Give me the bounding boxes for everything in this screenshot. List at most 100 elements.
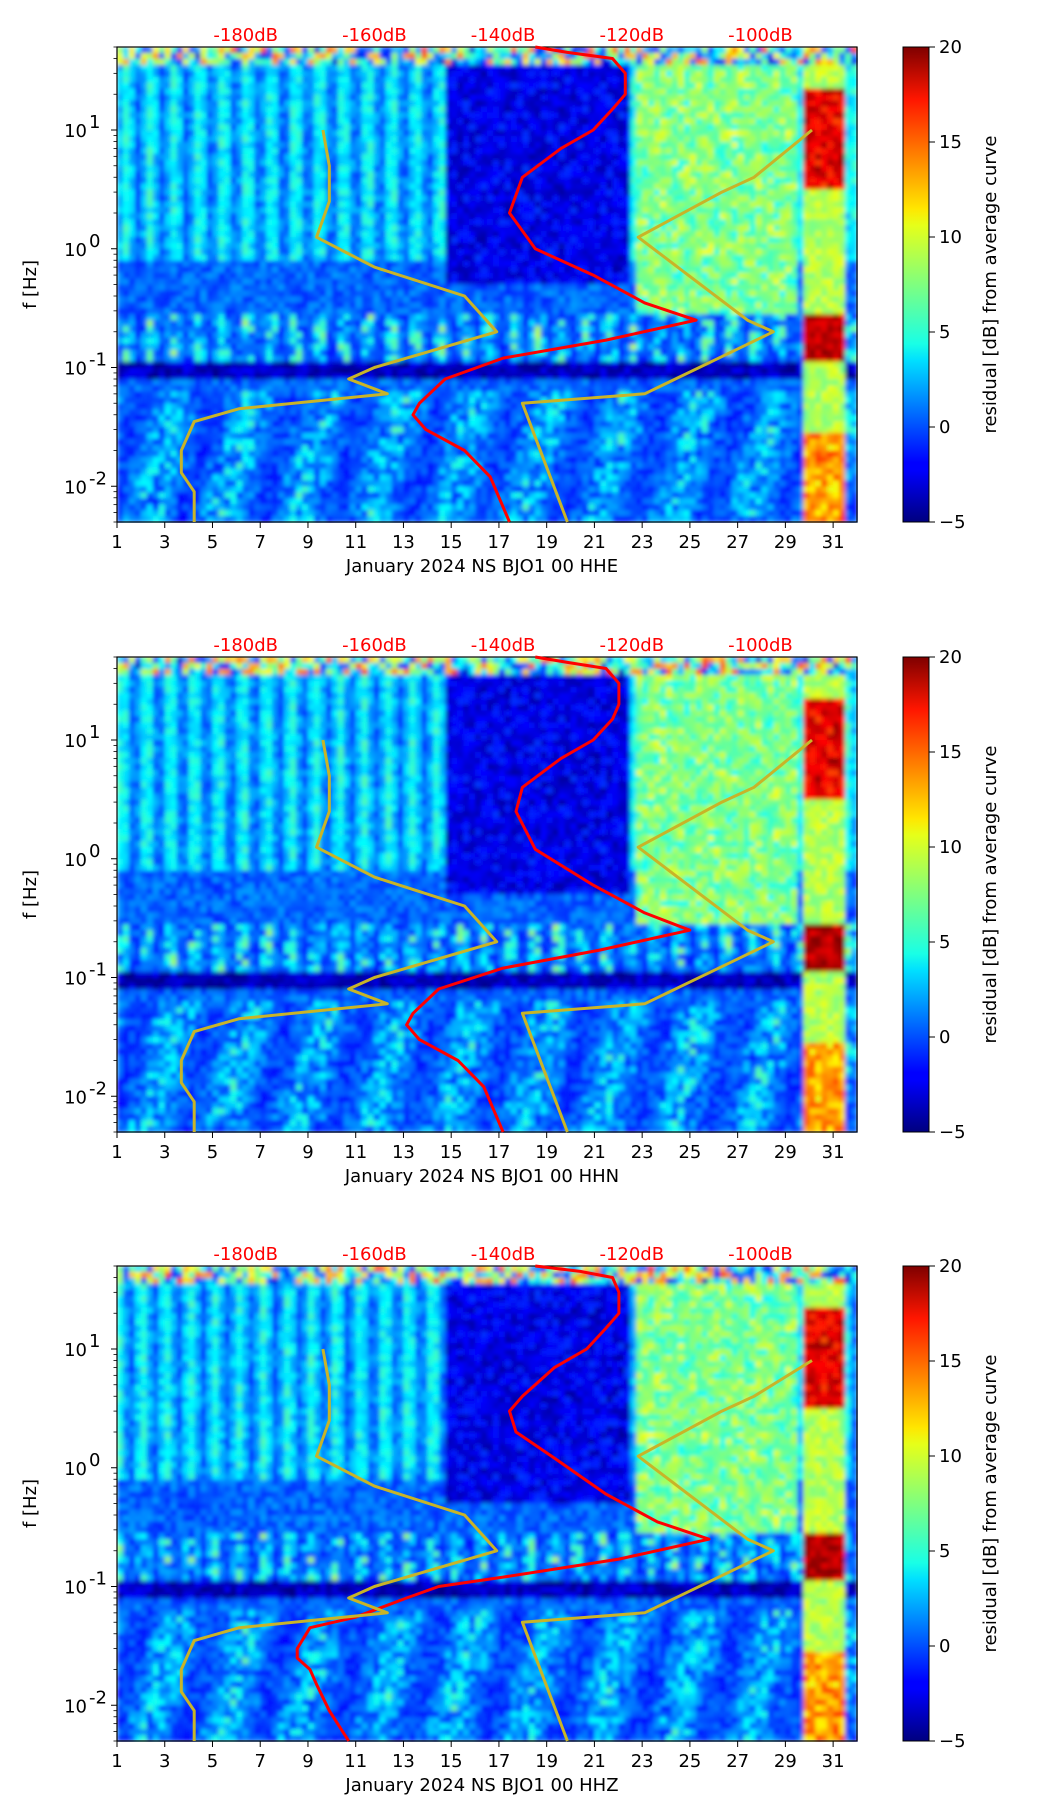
y-axis-label: f [Hz] [20,260,41,309]
x-tick-label: 25 [678,1751,701,1772]
spectrogram-image [117,1266,858,1742]
y-axis-label: f [Hz] [20,870,41,919]
colorbar-tick-label: 10 [939,1446,962,1467]
x-tick-label: 21 [583,1751,606,1772]
x-tick-label: 9 [302,1142,313,1163]
x-tick-label: 31 [822,1142,845,1163]
y-tick-exponent: -2 [89,468,107,489]
y-tick-label: 10 [64,731,87,752]
x-tick-label: 23 [631,1142,654,1163]
x-tick-label: 13 [392,532,415,553]
colorbar-tick-label: 20 [939,647,962,668]
x-tick-label: 11 [344,1751,367,1772]
x-axis-label: January 2024 NS BJO1 00 HHN [344,1166,619,1187]
colorbar-tick-label: 0 [939,417,950,438]
x-tick-label: 3 [159,1751,170,1772]
x-tick-label: 21 [583,532,606,553]
top-db-label: -120dB [599,25,664,46]
x-tick-label: 25 [678,1142,701,1163]
y-tick-exponent: -1 [89,350,107,371]
panel-hhe: 1 3 5 7 9 11 13 15 17 19 21 23 25 27 29 31-180dB -160dB -… [20,25,1001,577]
x-tick-label: 5 [207,532,218,553]
top-db-label: -100dB [728,635,793,656]
colorbar-tick-label: 0 [939,1636,950,1657]
y-tick-exponent: -1 [89,1569,107,1590]
colorbar-tick-label: 10 [939,837,962,858]
y-tick-label: 10 [64,1696,87,1717]
x-tick-label: 27 [726,1751,749,1772]
x-tick-label: 17 [487,532,510,553]
colorbar-tick-label: 15 [939,1351,962,1372]
x-tick-label: 7 [254,1142,265,1163]
x-tick-label: 5 [207,1751,218,1772]
y-tick-label: 10 [64,1340,87,1361]
colorbar-label: residual [dB] from average curve [980,135,1001,433]
x-tick-label: 3 [159,1142,170,1163]
x-axis-label: January 2024 NS BJO1 00 HHE [345,556,618,577]
spectrogram-image [117,657,858,1133]
colorbar-label: residual [dB] from average curve [980,1354,1001,1652]
y-tick-exponent: 0 [89,841,100,862]
colorbar-tick-label: 10 [939,227,962,248]
top-db-label: -120dB [599,635,664,656]
x-tick-label: 11 [344,1142,367,1163]
x-tick-label: 1 [111,532,122,553]
colorbar-tick-label: 5 [939,932,950,953]
top-db-label: -180dB [213,635,278,656]
x-tick-label: 25 [678,532,701,553]
y-tick-label: 10 [64,850,87,871]
x-tick-label: 13 [392,1142,415,1163]
colorbar-tick-label: −5 [939,1122,966,1143]
colorbar-label: residual [dB] from average curve [980,745,1001,1043]
x-tick-label: 15 [440,532,463,553]
x-tick-label: 15 [440,1751,463,1772]
y-tick-exponent: -2 [89,1687,107,1708]
colorbar-tick-label: 15 [939,132,962,153]
colorbar-tick-label: 0 [939,1027,950,1048]
x-tick-label: 23 [631,1751,654,1772]
x-tick-label: 1 [111,1142,122,1163]
x-tick-label: 5 [207,1142,218,1163]
top-db-label: -140dB [471,635,536,656]
colorbar-tick-label: 20 [939,37,962,58]
y-tick-label: 10 [64,477,87,498]
top-db-label: -160dB [342,635,407,656]
y-tick-label: 10 [64,1578,87,1599]
top-db-label: -160dB [342,25,407,46]
y-tick-exponent: -1 [89,960,107,981]
x-tick-label: 9 [302,532,313,553]
y-tick-exponent: 1 [89,112,100,133]
y-tick-label: 10 [64,1087,87,1108]
colorbar-tick-label: 5 [939,1541,950,1562]
colorbar [903,47,929,522]
x-tick-label: 19 [535,532,558,553]
top-db-label: -180dB [213,25,278,46]
top-db-label: -100dB [728,25,793,46]
x-tick-label: 1 [111,1751,122,1772]
x-tick-label: 9 [302,1751,313,1772]
colorbar-tick-label: −5 [939,512,966,533]
x-tick-label: 17 [487,1751,510,1772]
x-tick-label: 31 [822,532,845,553]
spectrogram-image [117,47,858,523]
top-db-label: -120dB [599,1244,664,1265]
x-tick-label: 29 [774,1751,797,1772]
y-tick-exponent: 1 [89,1331,100,1352]
x-tick-label: 31 [822,1751,845,1772]
y-axis-label: f [Hz] [20,1479,41,1528]
y-tick-label: 10 [64,359,87,380]
x-tick-label: 3 [159,532,170,553]
y-tick-label: 10 [64,240,87,261]
y-tick-label: 10 [64,121,87,142]
colorbar-tick-label: 5 [939,322,950,343]
y-tick-exponent: 0 [89,1450,100,1471]
x-tick-label: 7 [254,1751,265,1772]
colorbar [903,657,929,1132]
colorbar [903,1266,929,1741]
colorbar-tick-label: 20 [939,1256,962,1277]
x-axis-label: January 2024 NS BJO1 00 HHZ [344,1775,618,1796]
top-db-label: -140dB [471,25,536,46]
x-tick-label: 23 [631,532,654,553]
x-tick-label: 7 [254,532,265,553]
